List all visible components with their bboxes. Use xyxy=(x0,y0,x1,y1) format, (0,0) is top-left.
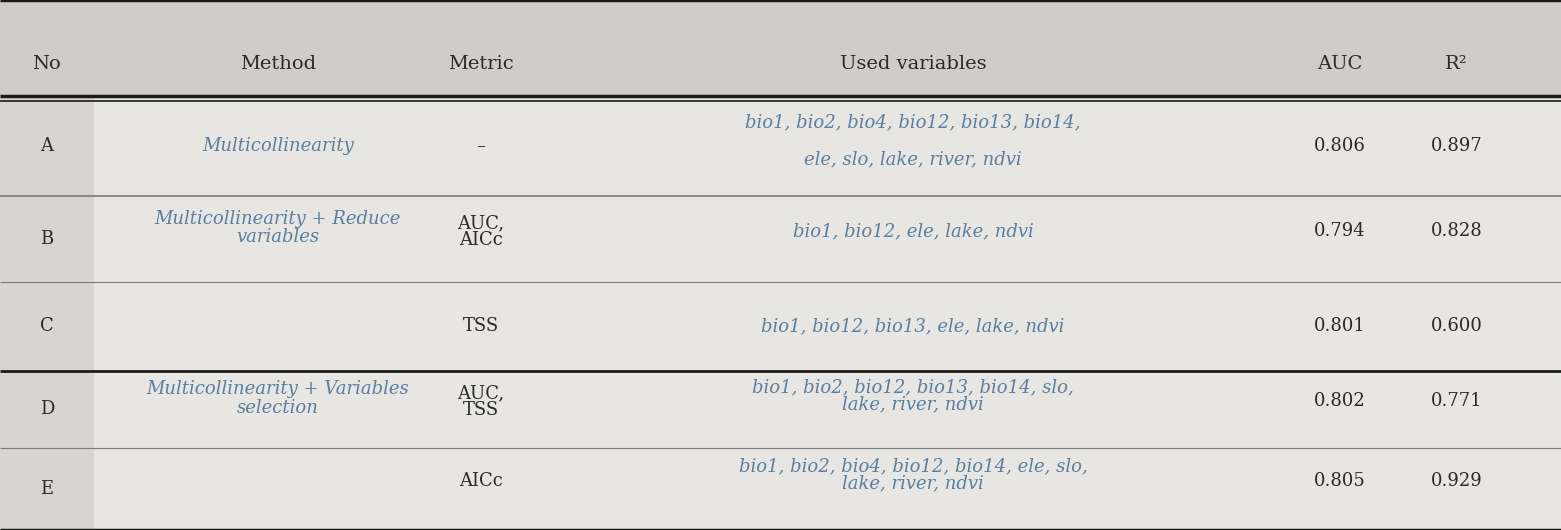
Text: A: A xyxy=(41,137,53,155)
Text: Multicollinearity + Reduce: Multicollinearity + Reduce xyxy=(155,210,401,228)
Text: variables: variables xyxy=(236,228,320,246)
Text: 0.802: 0.802 xyxy=(1313,393,1366,410)
Bar xyxy=(0,448,1561,530)
Text: ele, slo, lake, river, ndvi: ele, slo, lake, river, ndvi xyxy=(804,151,1022,169)
Text: 0.806: 0.806 xyxy=(1313,137,1366,155)
Text: D: D xyxy=(39,401,55,418)
Bar xyxy=(0,282,94,371)
Text: C: C xyxy=(41,317,53,335)
Text: bio1, bio2, bio4, bio12, bio14, ele, slo,: bio1, bio2, bio4, bio12, bio14, ele, slo… xyxy=(738,458,1088,475)
Text: Metric: Metric xyxy=(448,55,514,73)
Bar xyxy=(0,0,1561,96)
Bar xyxy=(0,448,94,530)
Text: AICc: AICc xyxy=(459,231,503,249)
Text: –: – xyxy=(476,137,485,155)
Text: Used variables: Used variables xyxy=(840,55,987,73)
Bar xyxy=(0,196,1561,282)
Text: No: No xyxy=(33,55,61,73)
Text: B: B xyxy=(41,230,53,248)
Text: AICc: AICc xyxy=(459,472,503,490)
Text: selection: selection xyxy=(237,399,318,417)
Text: 0.794: 0.794 xyxy=(1313,222,1366,240)
Text: 0.771: 0.771 xyxy=(1430,393,1483,410)
Text: Multicollinearity: Multicollinearity xyxy=(201,137,354,155)
Text: Method: Method xyxy=(240,55,315,73)
Text: AUC,: AUC, xyxy=(457,214,504,232)
Text: lake, river, ndvi: lake, river, ndvi xyxy=(843,395,983,413)
Text: 0.828: 0.828 xyxy=(1430,222,1483,240)
Text: AUC: AUC xyxy=(1316,55,1363,73)
Text: R²: R² xyxy=(1445,55,1467,73)
Text: 0.897: 0.897 xyxy=(1430,137,1483,155)
Text: bio1, bio12, bio13, ele, lake, ndvi: bio1, bio12, bio13, ele, lake, ndvi xyxy=(762,317,1065,335)
Text: bio1, bio2, bio12, bio13, bio14, slo,: bio1, bio2, bio12, bio13, bio14, slo, xyxy=(752,378,1074,396)
Text: TSS: TSS xyxy=(462,402,500,419)
Text: 0.801: 0.801 xyxy=(1313,317,1366,335)
Bar xyxy=(0,96,1561,196)
Text: bio1, bio2, bio4, bio12, bio13, bio14,: bio1, bio2, bio4, bio12, bio13, bio14, xyxy=(746,113,1080,131)
Bar xyxy=(0,96,94,196)
Bar xyxy=(0,371,1561,448)
Text: TSS: TSS xyxy=(462,317,500,335)
Text: E: E xyxy=(41,480,53,498)
Text: lake, river, ndvi: lake, river, ndvi xyxy=(843,475,983,492)
Bar xyxy=(0,282,1561,371)
Text: 0.805: 0.805 xyxy=(1313,472,1366,490)
Text: AUC,: AUC, xyxy=(457,385,504,402)
Text: 0.600: 0.600 xyxy=(1430,317,1483,335)
Text: Multicollinearity + Variables: Multicollinearity + Variables xyxy=(147,381,409,398)
Text: 0.929: 0.929 xyxy=(1430,472,1483,490)
Bar xyxy=(0,371,94,448)
Bar xyxy=(0,196,94,282)
Text: bio1, bio12, ele, lake, ndvi: bio1, bio12, ele, lake, ndvi xyxy=(793,222,1033,240)
